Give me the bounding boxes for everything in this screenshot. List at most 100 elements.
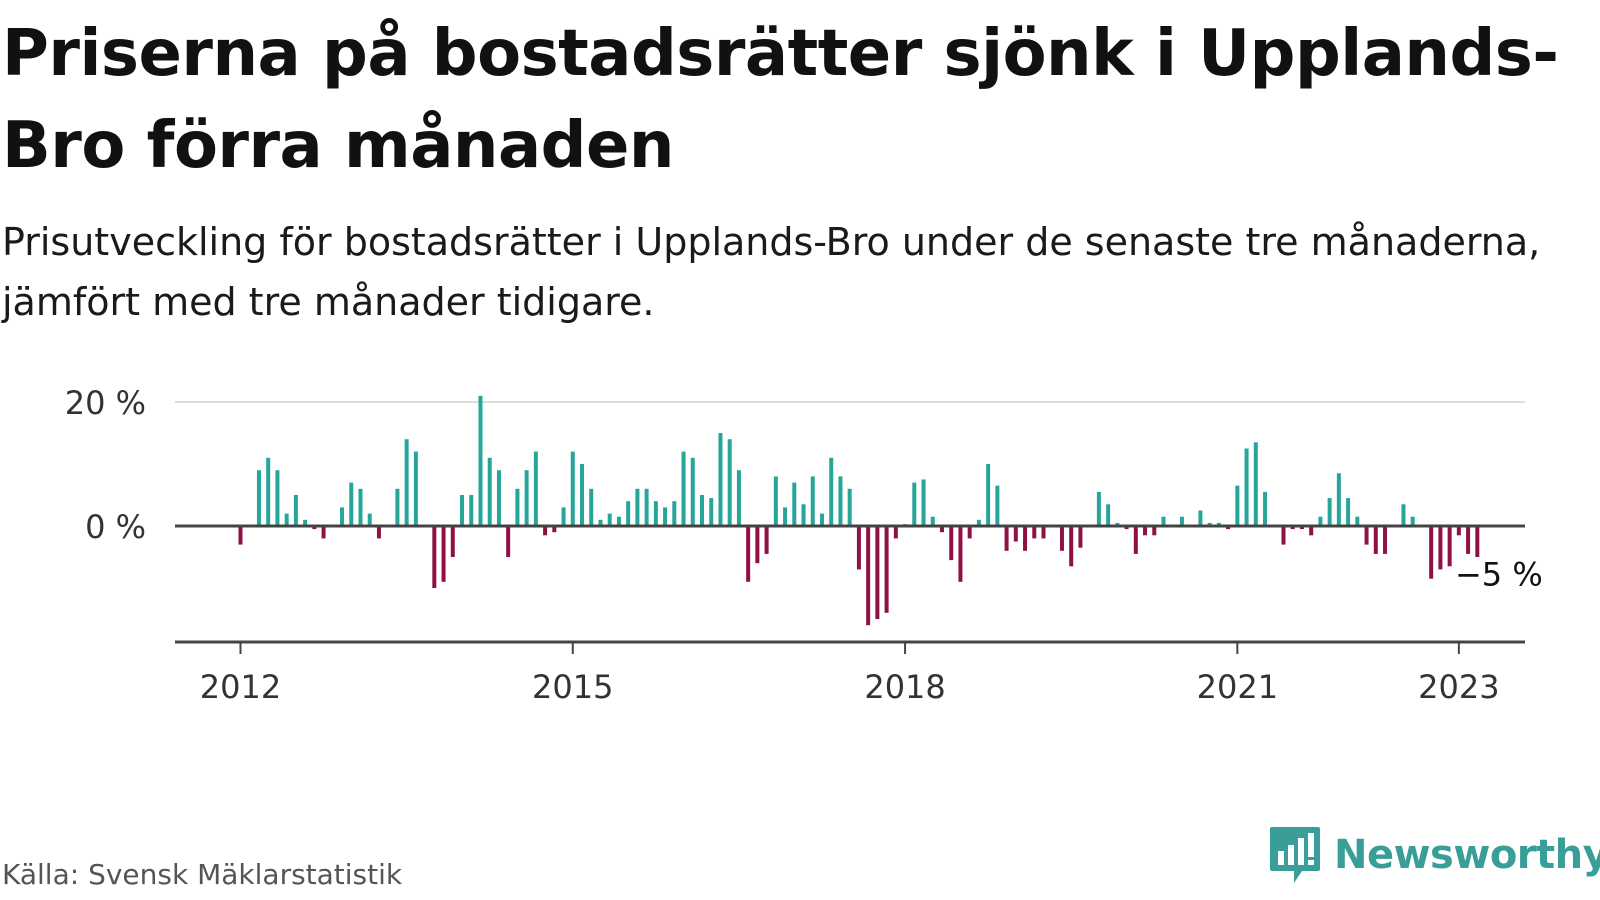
bar: [792, 482, 797, 526]
bar: [801, 504, 806, 526]
bar: [1253, 442, 1258, 526]
bar: [930, 516, 935, 526]
bar: [1059, 526, 1064, 551]
bar: [1133, 526, 1138, 554]
bar: [293, 495, 298, 526]
bar: [709, 498, 714, 526]
bar: [893, 526, 898, 539]
bar: [1327, 498, 1332, 526]
bar: [1013, 526, 1018, 542]
bar: [1318, 516, 1323, 526]
x-tick-label: 2023: [1418, 668, 1499, 706]
bar: [524, 470, 529, 526]
chart-title: Priserna på bostadsrätter sjönk i Upplan…: [2, 17, 1559, 183]
bar: [1152, 526, 1157, 536]
bar: [746, 526, 751, 582]
bar: [764, 526, 769, 554]
bar: [1410, 516, 1415, 526]
bar: [515, 488, 520, 526]
bar: [284, 513, 289, 526]
bar: [376, 526, 381, 539]
bar: [561, 507, 566, 526]
bar: [1401, 504, 1406, 526]
bar: [580, 464, 585, 526]
bar: [1466, 526, 1471, 554]
bar: [1299, 526, 1304, 530]
bar: [663, 507, 668, 526]
newsworthy-logo-icon: [1270, 827, 1320, 883]
bar: [921, 479, 926, 526]
bar: [460, 495, 465, 526]
bar: [819, 513, 824, 526]
chart-subtitle: Prisutveckling för bostadsrätter i Uppla…: [2, 220, 1541, 324]
bar: [1355, 516, 1360, 526]
bar: [552, 526, 557, 533]
bar: [856, 526, 861, 570]
bar: [1078, 526, 1083, 548]
bar: [718, 433, 723, 526]
bar: [441, 526, 446, 582]
bar: [1124, 526, 1129, 530]
last-value-label: −5 %: [1455, 555, 1543, 593]
bar: [1096, 491, 1101, 526]
bar: [736, 470, 741, 526]
bar: [866, 526, 871, 626]
bar: [1456, 526, 1461, 536]
bar: [450, 526, 455, 557]
newsworthy-logo[interactable]: Newsworthy: [1268, 825, 1600, 885]
y-tick-label: 0 %: [85, 508, 146, 546]
bar: [1475, 526, 1480, 557]
bar: [1373, 526, 1378, 554]
bar: [496, 470, 501, 526]
bar: [1244, 448, 1249, 526]
bar: [949, 526, 954, 561]
bar: [1290, 526, 1295, 530]
bar: [570, 451, 575, 526]
bar: [1106, 504, 1111, 526]
bar: [1179, 516, 1184, 526]
bar: [912, 482, 917, 526]
bar: [838, 476, 843, 526]
bar: [1447, 526, 1452, 567]
bar: [829, 457, 834, 526]
bar: [690, 457, 695, 526]
x-tick-label: 2018: [864, 668, 945, 706]
bar: [1032, 526, 1037, 539]
bar: [653, 501, 658, 526]
bar: [967, 526, 972, 539]
bar: [635, 488, 640, 526]
bar: [404, 439, 409, 526]
bar: [275, 470, 280, 526]
bar: [1226, 526, 1231, 530]
x-tick-label: 2015: [532, 668, 613, 706]
bar: [884, 526, 889, 613]
y-tick-label: 20 %: [65, 384, 146, 422]
bar: [976, 519, 981, 526]
bar: [478, 395, 483, 526]
brand-name: Newsworthy: [1334, 832, 1600, 878]
bar: [783, 507, 788, 526]
bar: [810, 476, 815, 526]
bar: [1004, 526, 1009, 551]
bar: [626, 501, 631, 526]
bar: [598, 519, 603, 526]
bar: [1336, 473, 1341, 526]
bar: [1364, 526, 1369, 545]
bar: [681, 451, 686, 526]
bar: [303, 519, 308, 526]
bar: [367, 513, 372, 526]
bar: [1281, 526, 1286, 545]
bar: [1438, 526, 1443, 570]
bar: [256, 470, 261, 526]
bar: [469, 495, 474, 526]
bar: [413, 451, 418, 526]
bar: [1023, 526, 1028, 551]
bar: [1115, 522, 1120, 526]
bar: [986, 464, 991, 526]
bar: [1309, 526, 1314, 536]
bar: [1198, 510, 1203, 526]
bar: [312, 526, 317, 530]
bar: [1143, 526, 1148, 536]
bar: [616, 516, 621, 526]
bar: [506, 526, 511, 557]
